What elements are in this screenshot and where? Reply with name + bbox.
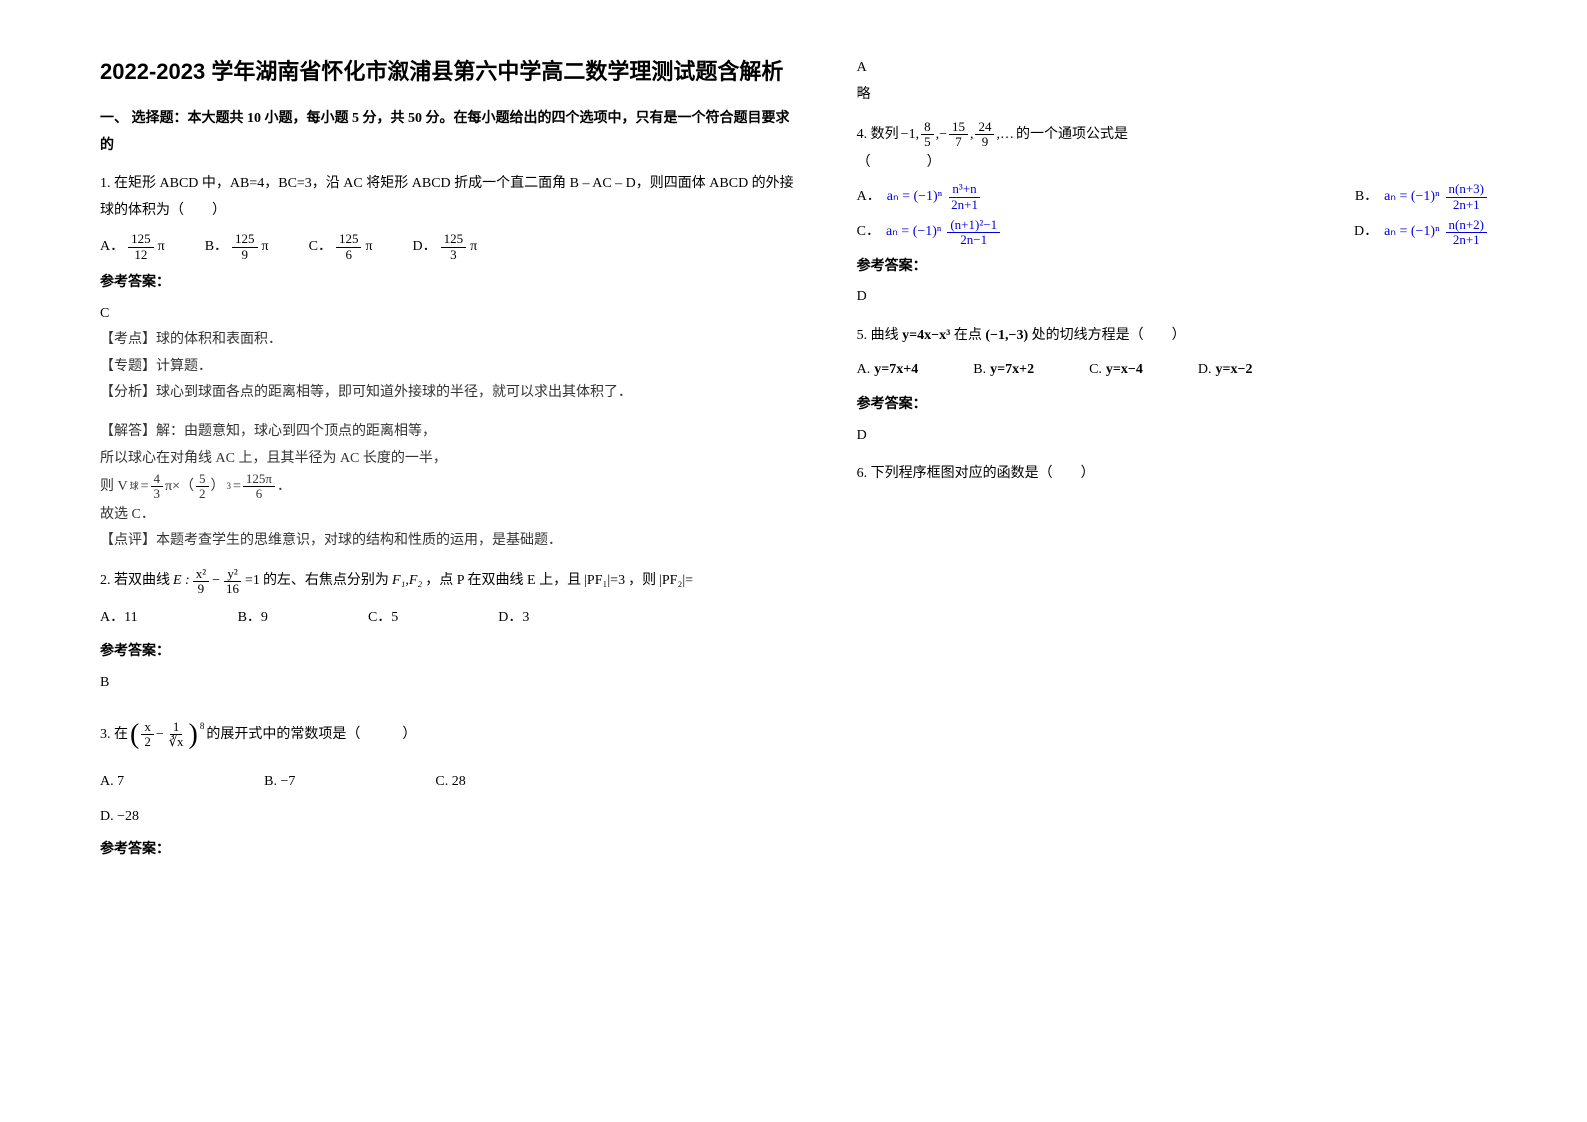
q1-jieda-l4: 故选 C． bbox=[100, 502, 797, 529]
q3-option-a: A. 7 bbox=[100, 769, 124, 796]
right-column: A 略 4. 数列 −1, 85 ,− 157 , 249 ,… 的一个通项公式… bbox=[857, 55, 1487, 1067]
q5-option-d: D. y=x−2 bbox=[1198, 357, 1253, 384]
q1-option-c: C． 125 6 π bbox=[309, 232, 373, 262]
fraction: 125 12 bbox=[128, 232, 154, 262]
q1-fenxi: 【分析】球心到球面各点的距离相等，即可知道外接球的半径，就可以求出其体积了． bbox=[100, 380, 797, 407]
q1-zhuanti: 【专题】计算题． bbox=[100, 354, 797, 381]
q1-option-a: A． 125 12 π bbox=[100, 232, 165, 262]
q1-stem: 1. 在矩形 ABCD 中，AB=4，BC=3，沿 AC 将矩形 ABCD 折成… bbox=[100, 171, 797, 224]
question-3: 3. 在 ( x2 − 1∛x ) 8 的展开式中的常数项是（ ） A. 7 B… bbox=[100, 708, 797, 863]
q4-option-a: A． aₙ = (−1)ⁿ n³+n2n+1 bbox=[857, 182, 981, 212]
q1-dianping: 【点评】本题考查学生的思维意识，对球的结构和性质的运用，是基础题． bbox=[100, 528, 797, 555]
question-2: 2. 若双曲线 E : x²9 − y²16 =1 的左、右焦点分别为 F₁,F… bbox=[100, 567, 797, 696]
q1-answer: C bbox=[100, 301, 797, 328]
q3-option-b: B. −7 bbox=[264, 769, 295, 796]
answer-label: 参考答案： bbox=[100, 270, 797, 297]
q5-option-a: A. y=7x+4 bbox=[857, 357, 919, 384]
q4-option-c: C． aₙ = (−1)ⁿ (n+1)²−12n−1 bbox=[857, 218, 1000, 248]
q4-option-b: B． aₙ = (−1)ⁿ n(n+3)2n+1 bbox=[1355, 182, 1487, 212]
q3-option-d: D. −28 bbox=[100, 804, 797, 831]
q4-options-row1: A． aₙ = (−1)ⁿ n³+n2n+1 B． aₙ = (−1)ⁿ n(n… bbox=[857, 182, 1487, 212]
q1-jieda-l3: 则 V 球 = 43 π×（ 52 ） 3 = 125π6 ． bbox=[100, 472, 797, 502]
answer-label: 参考答案： bbox=[100, 837, 797, 864]
answer-label: 参考答案： bbox=[857, 392, 1487, 419]
q3-answer: A bbox=[857, 55, 1487, 82]
q3-options-row1: A. 7 B. −7 C. 28 bbox=[100, 769, 797, 796]
left-column: 2022-2023 学年湖南省怀化市溆浦县第六中学高二数学理测试题含解析 一、 … bbox=[100, 55, 797, 1067]
q4-option-d: D． aₙ = (−1)ⁿ n(n+2)2n+1 bbox=[1354, 218, 1487, 248]
q4-answer: D bbox=[857, 284, 1487, 311]
question-1: 1. 在矩形 ABCD 中，AB=4，BC=3，沿 AC 将矩形 ABCD 折成… bbox=[100, 171, 797, 555]
q1-jieda-l1: 【解答】解：由题意知，球心到四个顶点的距离相等， bbox=[100, 419, 797, 446]
q5-options: A. y=7x+4 B. y=7x+2 C. y=x−4 D. y=x−2 bbox=[857, 357, 1487, 384]
q1-option-d: D． 125 3 π bbox=[413, 232, 478, 262]
q2-option-c: C．5 bbox=[368, 605, 398, 632]
q1-jieda-l2: 所以球心在对角线 AC 上，且其半径为 AC 长度的一半， bbox=[100, 446, 797, 473]
opt-label: A． bbox=[100, 234, 124, 261]
q3-option-c: C. 28 bbox=[435, 769, 465, 796]
question-5: 5. 曲线 y=4x−x³ 在点 (−1,−3) 处的切线方程是（ ） A. y… bbox=[857, 323, 1487, 449]
q1-options: A． 125 12 π B． 125 9 π C． 125 6 bbox=[100, 232, 797, 262]
q5-option-c: C. y=x−4 bbox=[1089, 357, 1143, 384]
q4-options-row2: C． aₙ = (−1)ⁿ (n+1)²−12n−1 D． aₙ = (−1)ⁿ… bbox=[857, 218, 1487, 248]
q2-answer: B bbox=[100, 670, 797, 697]
q1-option-b: B． 125 9 π bbox=[205, 232, 269, 262]
exam-title: 2022-2023 学年湖南省怀化市溆浦县第六中学高二数学理测试题含解析 bbox=[100, 55, 797, 88]
question-6: 6. 下列程序框图对应的函数是（ ） bbox=[857, 461, 1487, 488]
q5-option-b: B. y=7x+2 bbox=[973, 357, 1034, 384]
q2-option-b: B．9 bbox=[238, 605, 268, 632]
question-4: 4. 数列 −1, 85 ,− 157 , 249 ,… 的一个通项公式是 （ … bbox=[857, 120, 1487, 311]
section-1-heading: 一、 选择题：本大题共 10 小题，每小题 5 分，共 50 分。在每小题给出的… bbox=[100, 106, 797, 159]
q3-brief: 略 bbox=[857, 82, 1487, 109]
q5-answer: D bbox=[857, 423, 1487, 450]
answer-label: 参考答案： bbox=[100, 639, 797, 666]
q2-option-d: D．3 bbox=[498, 605, 529, 632]
q2-options: A．11 B．9 C．5 D．3 bbox=[100, 605, 797, 632]
q1-kaodian: 【考点】球的体积和表面积． bbox=[100, 327, 797, 354]
answer-label: 参考答案： bbox=[857, 254, 1487, 281]
q2-option-a: A．11 bbox=[100, 605, 138, 632]
q6-stem: 6. 下列程序框图对应的函数是（ ） bbox=[857, 461, 1487, 488]
